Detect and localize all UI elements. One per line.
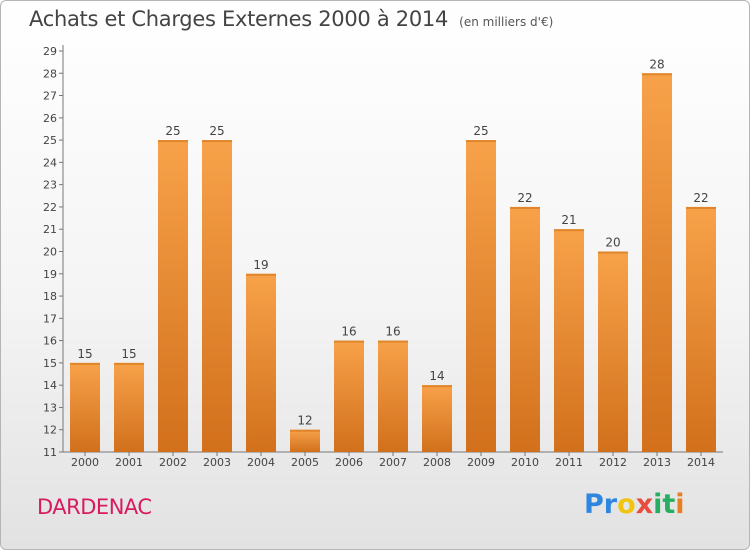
y-tick-label: 13 [43,401,57,414]
bar-value-label: 14 [429,369,444,383]
bar [554,229,584,452]
bar-top-edge [554,229,584,232]
y-tick-label: 19 [43,268,57,281]
y-tick-label: 21 [43,223,57,236]
bar-top-edge [158,140,188,143]
bar-value-label: 22 [693,191,708,205]
bar-value-label: 22 [517,191,532,205]
bar [334,340,364,452]
bar-value-label: 25 [473,124,488,138]
bar [290,429,320,452]
y-tick-label: 25 [43,134,57,147]
bar [158,140,188,452]
chart-subtitle: (en milliers d'€) [459,15,554,29]
bar-value-label: 19 [253,258,268,272]
bar-top-edge [246,273,276,276]
bar [246,273,276,452]
y-tick-label: 26 [43,112,57,125]
y-tick-label: 17 [43,312,57,325]
x-tick-label: 2008 [423,456,451,469]
bar [422,385,452,452]
bar [202,140,232,452]
bar-top-edge [466,140,496,143]
bar-top-edge [422,385,452,388]
bar-top-edge [202,140,232,143]
x-tick-label: 2014 [687,456,715,469]
bar-value-label: 12 [297,414,312,428]
bar-top-edge [598,251,628,254]
axes: 11 12 13 14 15 16 17 18 19 20 21 22 23 24 25 26 27 28 29 20… [43,45,723,469]
logo-letter: i [675,489,685,520]
bar [642,73,672,453]
y-tick-label: 27 [43,90,57,103]
x-tick-label: 2001 [115,456,143,469]
x-tick-label: 2003 [203,456,231,469]
bar-value-label: 15 [77,347,92,361]
bar [114,362,144,452]
bar-value-label: 25 [209,124,224,138]
x-tick-label: 2006 [335,456,363,469]
bar [378,340,408,452]
bar-value-label: 28 [649,57,664,71]
bar-top-edge [290,429,320,432]
y-tick-label: 14 [43,379,57,392]
title-row: Achats et Charges Externes 2000 à 2014 (… [29,7,553,31]
x-tick-label: 2007 [379,456,407,469]
x-tick-label: 2012 [599,456,627,469]
y-tick-label: 11 [43,446,57,459]
y-tick-label: 20 [43,246,57,259]
y-tick-label: 24 [43,156,57,169]
x-tick-label: 2000 [71,456,99,469]
logo-letter: x [635,489,654,520]
bar [510,206,540,452]
y-tick-label: 23 [43,179,57,192]
town-name: DARDENAC [37,495,152,519]
y-tick-label: 22 [43,201,57,214]
bar-top-edge [334,340,364,343]
logo-letter: r [603,489,618,520]
logo-letter: o [617,489,636,520]
proxiti-logo: Proxiti [584,489,685,520]
bar-value-label: 16 [385,325,400,339]
logo-letter: t [662,489,676,520]
logo-letter: i [653,489,663,520]
bar [466,140,496,452]
bar-value-label: 25 [165,124,180,138]
bars [70,73,716,453]
y-tick-label: 18 [43,290,57,303]
bar-top-edge [378,340,408,343]
x-tick-label: 2013 [643,456,671,469]
bar-value-label: 15 [121,347,136,361]
x-tick-label: 2010 [511,456,539,469]
x-tick-label: 2009 [467,456,495,469]
bar [686,206,716,452]
bar-value-label: 21 [561,213,576,227]
bar-top-edge [642,73,672,76]
bar [598,251,628,452]
y-tick-label: 16 [43,335,57,348]
logo-letter: P [584,489,604,520]
y-tick-label: 15 [43,357,57,370]
y-tick-label: 12 [43,424,57,437]
chart-title: Achats et Charges Externes 2000 à 2014 [29,7,449,31]
y-tick-label: 28 [43,67,57,80]
bar-top-edge [686,206,716,209]
bar [70,362,100,452]
x-tick-label: 2005 [291,456,319,469]
bar-top-edge [70,362,100,365]
x-tick-label: 2011 [555,456,583,469]
bar-value-label: 20 [605,236,620,250]
x-tick-label: 2004 [247,456,275,469]
bar-top-edge [114,362,144,365]
x-tick-label: 2002 [159,456,187,469]
y-tick-label: 29 [43,45,57,58]
bar-value-label: 16 [341,325,356,339]
bar-top-edge [510,206,540,209]
value-labels: 15 15 25 25 19 12 16 16 14 25 22 21 20 28 22 [77,57,708,427]
